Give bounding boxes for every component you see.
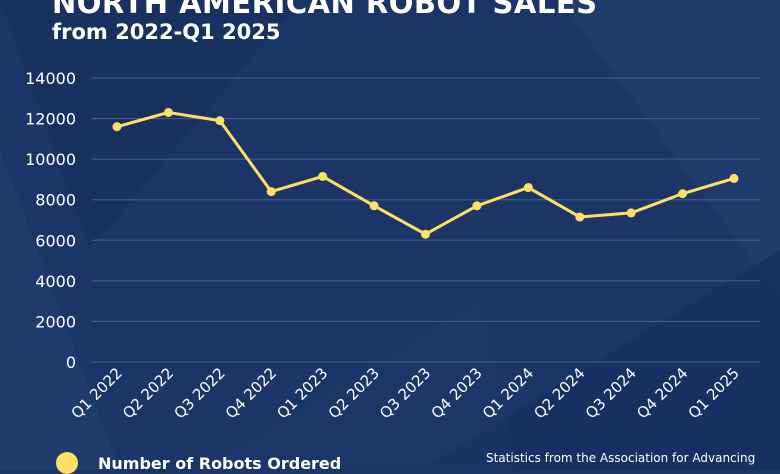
series-line bbox=[115, 110, 736, 236]
data-point bbox=[112, 122, 122, 132]
x-tick-label: Q2 2024 bbox=[530, 364, 588, 422]
data-point bbox=[215, 116, 225, 126]
source-note: Statistics from the Association for Adva… bbox=[486, 451, 756, 465]
x-tick-label: Q4 2023 bbox=[428, 364, 486, 422]
x-tick-label: Q2 2022 bbox=[119, 364, 177, 422]
data-point bbox=[318, 171, 328, 181]
y-tick-label: 8000 bbox=[35, 191, 76, 210]
data-point bbox=[369, 201, 379, 211]
data-point bbox=[163, 107, 173, 117]
x-tick-label: Q3 2024 bbox=[582, 364, 640, 422]
y-tick-label: 0 bbox=[66, 353, 76, 372]
x-tick-label: Q4 2022 bbox=[222, 364, 280, 422]
x-tick-label: Q2 2023 bbox=[325, 364, 383, 422]
x-tick-label: Q1 2025 bbox=[685, 364, 743, 422]
legend: Number of Robots Ordered bbox=[56, 452, 341, 474]
y-tick-label: 4000 bbox=[35, 272, 76, 291]
data-point bbox=[421, 229, 430, 239]
data-point bbox=[266, 187, 276, 197]
y-tick-label: 6000 bbox=[35, 231, 76, 250]
y-tick-label: 14000 bbox=[25, 69, 76, 88]
legend-swatch bbox=[56, 452, 78, 474]
x-tick-label: Q4 2024 bbox=[633, 364, 691, 422]
chart-title: NORTH AMERICAN ROBOT SALES bbox=[52, 0, 598, 20]
x-tick-label: Q1 2022 bbox=[68, 364, 126, 422]
data-point bbox=[575, 212, 585, 222]
y-tick-label: 2000 bbox=[35, 312, 76, 331]
y-tick-label: 10000 bbox=[25, 150, 76, 169]
x-tick-label: Q3 2022 bbox=[170, 364, 228, 422]
data-point bbox=[678, 189, 688, 199]
chart-subtitle: from 2022-Q1 2025 bbox=[52, 20, 281, 44]
legend-label: Number of Robots Ordered bbox=[98, 453, 342, 473]
x-tick-label: Q1 2024 bbox=[479, 364, 537, 422]
x-tick-label: Q1 2023 bbox=[273, 364, 331, 422]
data-point bbox=[729, 173, 739, 183]
data-point bbox=[626, 208, 636, 218]
x-tick-label: Q3 2023 bbox=[376, 364, 434, 422]
data-point bbox=[523, 183, 533, 193]
data-point bbox=[472, 201, 482, 211]
y-tick-label: 12000 bbox=[25, 110, 76, 129]
